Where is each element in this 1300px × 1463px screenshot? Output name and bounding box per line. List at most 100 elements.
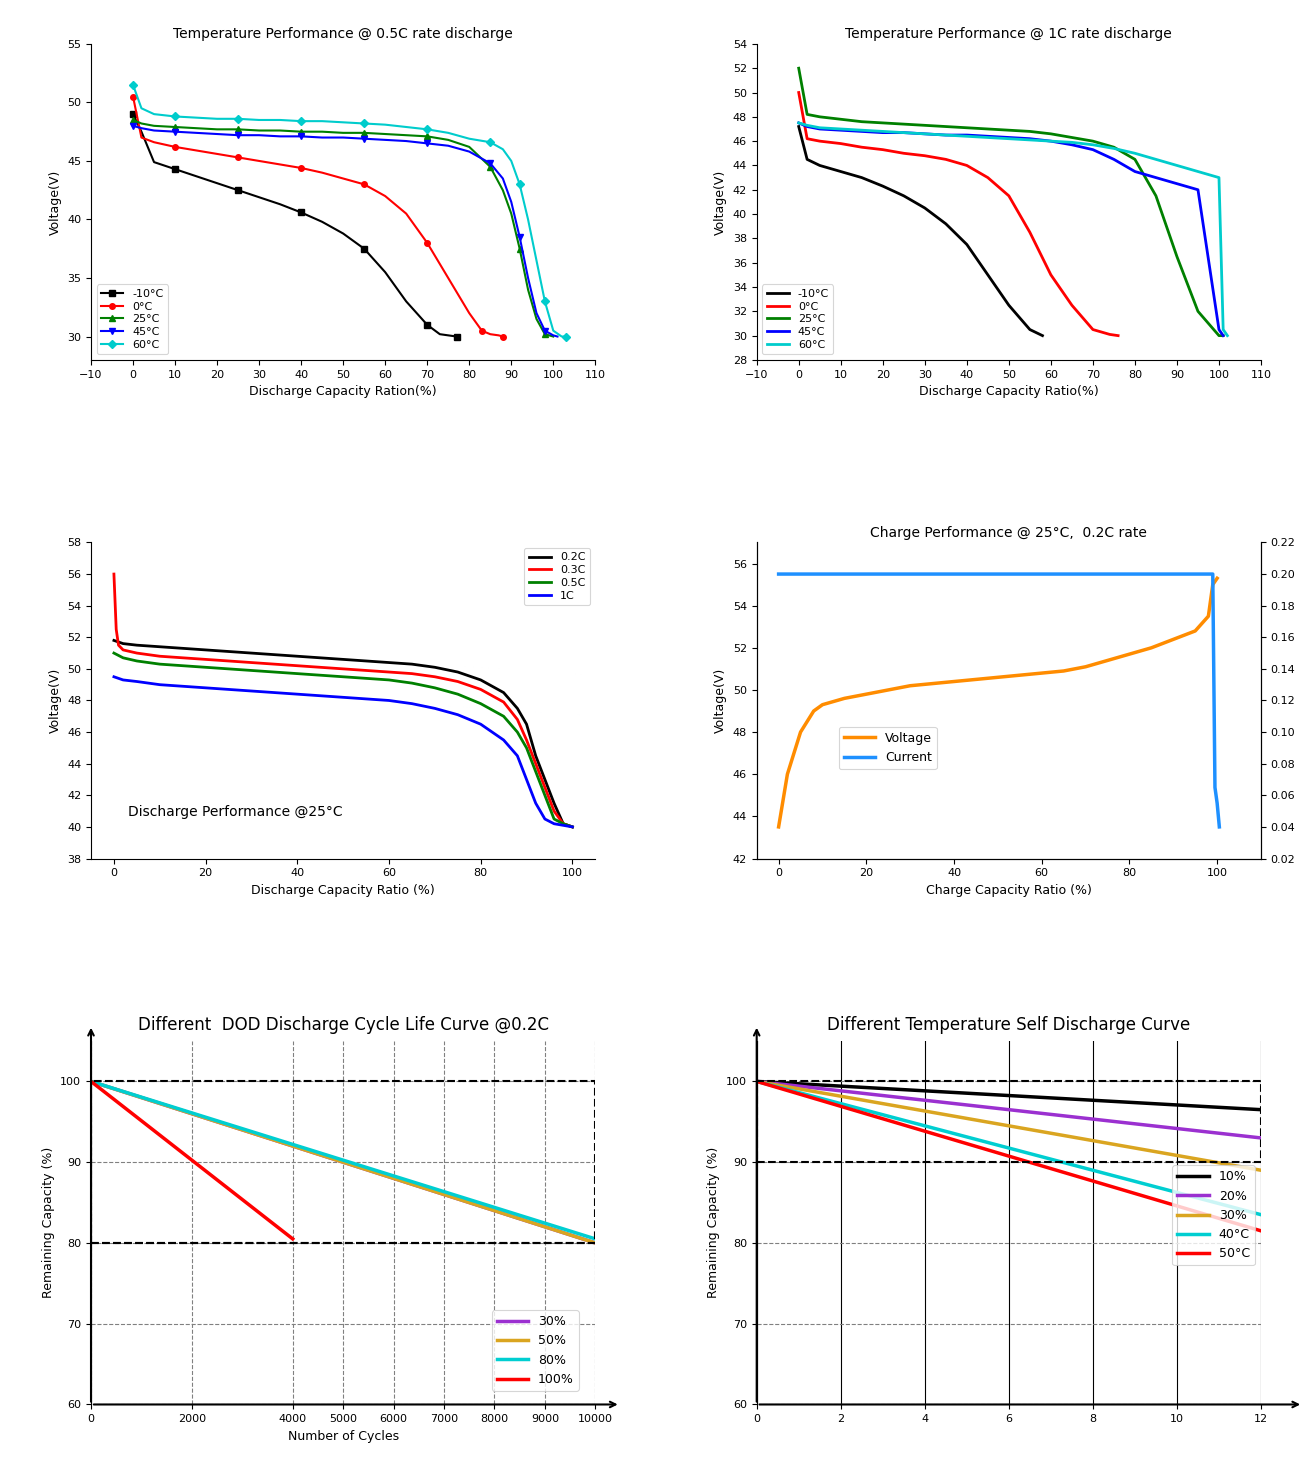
- Current: [815, 565, 831, 582]
- 60°C: [854, 121, 870, 139]
- Legend: -10°C, 0°C, 25°C, 45°C, 60°C: -10°C, 0°C, 25°C, 45°C, 60°C: [96, 284, 168, 354]
- Voltage: [806, 702, 822, 720]
- Line: 0.5C: 0.5C: [114, 652, 572, 827]
- Voltage: [1100, 651, 1115, 669]
- 0.3C: [564, 818, 580, 835]
- 0.2C: [359, 652, 374, 670]
- Current: [858, 565, 874, 582]
- Voltage: [1144, 639, 1160, 657]
- Voltage: [793, 723, 809, 740]
- 0°C: [134, 129, 150, 146]
- 45°C: [854, 123, 870, 140]
- 45°C: [168, 123, 183, 140]
- 60°C: [315, 113, 330, 130]
- 0°C: [1102, 326, 1118, 344]
- 25°C: [420, 127, 436, 145]
- 0.2C: [221, 642, 237, 660]
- Voltage: [1011, 667, 1027, 685]
- 1C: [510, 748, 525, 765]
- 45°C: [146, 121, 161, 139]
- Voltage: [902, 677, 918, 695]
- 100%: [285, 1230, 300, 1248]
- 60°C: [812, 119, 828, 136]
- -10°C: [916, 199, 932, 217]
- 1C: [404, 695, 420, 712]
- 60°C: [1212, 168, 1227, 186]
- 60°C: [916, 124, 932, 142]
- 45°C: [1127, 162, 1143, 180]
- 25°C: [209, 120, 225, 138]
- 25°C: [441, 132, 456, 149]
- 60°C: [272, 111, 287, 129]
- Voltage: [837, 689, 853, 707]
- 25°C: [1086, 132, 1101, 149]
- 0.3C: [108, 620, 124, 638]
- 45°C: [503, 193, 519, 211]
- 60°C: [134, 99, 150, 117]
- 25°C: [1148, 187, 1164, 205]
- -10°C: [146, 154, 161, 171]
- 25°C: [1043, 124, 1058, 142]
- -10°C: [134, 123, 150, 140]
- 0.3C: [129, 644, 144, 661]
- 60°C: [294, 113, 309, 130]
- Current: [880, 565, 896, 582]
- -10°C: [875, 177, 891, 195]
- Title: Temperature Performance @ 0.5C rate discharge: Temperature Performance @ 0.5C rate disc…: [173, 28, 514, 41]
- Line: 60°C: 60°C: [130, 82, 568, 339]
- 60°C: [896, 124, 911, 142]
- 0.5C: [404, 674, 420, 692]
- 45°C: [959, 126, 975, 143]
- Line: 45°C: 45°C: [798, 123, 1223, 335]
- 0.2C: [312, 650, 328, 667]
- 60°C: [537, 293, 552, 310]
- Voltage: [946, 673, 962, 691]
- 25°C: [134, 114, 150, 132]
- 60°C: [251, 111, 266, 129]
- Voltage: [1034, 664, 1049, 682]
- -10°C: [939, 215, 954, 233]
- 0.2C: [555, 815, 571, 832]
- Voltage: [815, 696, 831, 714]
- 60°C: [1022, 132, 1037, 149]
- -10°C: [441, 326, 456, 344]
- 0.5C: [107, 644, 122, 661]
- -10°C: [377, 263, 393, 281]
- 0°C: [959, 157, 975, 174]
- Voltage: [1056, 663, 1071, 680]
- Line: -10°C: -10°C: [798, 126, 1043, 335]
- 0.3C: [111, 636, 126, 654]
- 0.3C: [450, 673, 465, 691]
- Text: Discharge Performance @25°C: Discharge Performance @25°C: [127, 805, 342, 819]
- 45°C: [550, 328, 566, 345]
- 25°C: [188, 120, 204, 138]
- -10°C: [168, 161, 183, 178]
- 0.3C: [266, 655, 282, 673]
- 25°C: [1216, 326, 1231, 344]
- 0.5C: [243, 661, 259, 679]
- 45°C: [482, 155, 498, 173]
- 0.5C: [359, 670, 374, 688]
- 45°C: [462, 143, 477, 161]
- 45°C: [1086, 140, 1101, 158]
- 0.5C: [176, 657, 191, 674]
- 0.5C: [495, 708, 511, 726]
- 0°C: [462, 304, 477, 322]
- 0.2C: [519, 715, 534, 733]
- -10°C: [1001, 297, 1017, 315]
- 0°C: [294, 159, 309, 177]
- 25°C: [482, 158, 498, 176]
- 45°C: [294, 127, 309, 145]
- 0°C: [1001, 187, 1017, 205]
- 0°C: [420, 234, 436, 252]
- 0°C: [441, 269, 456, 287]
- 0°C: [875, 140, 891, 158]
- Current: [1078, 565, 1093, 582]
- 45°C: [230, 126, 246, 143]
- 1C: [221, 680, 237, 698]
- -10°C: [420, 316, 436, 334]
- Title: Temperature Performance @ 1C rate discharge: Temperature Performance @ 1C rate discha…: [845, 28, 1173, 41]
- 0.2C: [537, 771, 552, 789]
- 1C: [564, 818, 580, 835]
- 60°C: [495, 140, 511, 158]
